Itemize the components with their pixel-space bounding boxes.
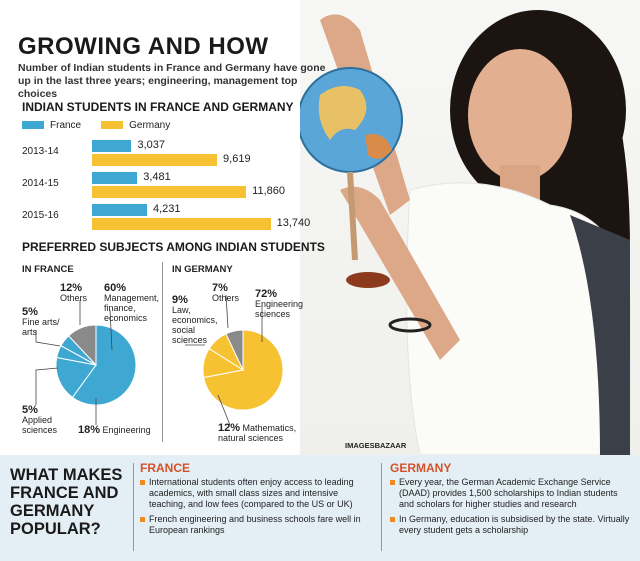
globe-land-shape [318,86,367,140]
pct-others-fr: 12% [60,282,83,294]
pct-management: 60% [104,282,127,294]
globe-land2-shape [365,134,392,159]
arm-lower-shape [340,186,460,360]
bar-value-label: 3,037 [137,139,165,151]
label-finearts: 5% Fine arts/ arts [22,306,67,338]
bar-value-label: 11,860 [252,185,285,197]
france-reasons: FRANCE International students often enjo… [140,461,372,540]
france-pie-heading: IN FRANCE [22,264,74,275]
label-engineering-de: 72% Engineering sciences [255,288,315,320]
finger-shape [347,171,358,261]
text-finearts: Fine arts/ arts [22,317,60,337]
legend-item-france: France [22,120,81,131]
text-maths: Mathematics, natural sciences [218,423,297,443]
bar-category-label: 2014-15 [22,178,59,189]
page-title: GROWING AND HOW [18,33,269,60]
pct-finearts: 5% [22,306,38,318]
face-shape [468,49,572,181]
student-globe-illustration [297,10,631,456]
france-reasons-heading: FRANCE [140,461,190,475]
bar-germany [92,154,218,166]
germany-reason-item: In Germany, education is subsidised by t… [390,514,630,536]
label-others-de: 7% Others [212,282,252,304]
subtitle: Number of Indian students in France and … [18,62,326,100]
france-reasons-list: International students often enjoy acces… [140,477,372,536]
pct-engineering-fr: 18% [78,424,101,436]
bar-section-title: INDIAN STUDENTS IN FRANCE AND GERMANY [22,100,294,114]
text-applied: Applied sciences [22,415,58,435]
bar-category-label: 2015-16 [22,210,59,221]
pie-slice-fine-arts-arts [60,335,97,366]
label-management: 60% Management, finance, economics [104,282,164,324]
backpack-shape [570,215,630,455]
photo-background [297,0,640,456]
germany-reasons: GERMANY Every year, the German Academic … [390,461,630,540]
bar-value-label: 13,740 [276,217,311,229]
text-law: Law, economics, social sciences [172,305,218,345]
bottom-separator-1 [133,463,134,551]
france-reason-item: International students often enjoy acces… [140,477,372,510]
text-engineering-de: Engineering sciences [255,299,304,319]
pie-slice-engineering [55,356,97,399]
legend-item-germany: Germany [101,120,170,131]
leader-maths [217,394,231,426]
bottom-question: WHAT MAKES FRANCE AND GERMANY POPULAR? [10,466,123,538]
germany-reasons-list: Every year, the German Academic Exchange… [390,477,630,536]
legend-swatch-france [22,121,44,130]
bar-germany [92,218,271,230]
bar-germany [92,186,247,198]
label-law: 9% Law, economics, social sciences [172,294,218,346]
pie-slice-others [67,324,97,367]
photo-credit: IMAGESBAZAAR [345,441,407,450]
bar-france [92,172,138,184]
text-others-fr: Others [60,293,88,303]
text-engineering-fr: Engineering [102,425,151,435]
france-pie-chart [55,324,137,406]
label-maths: 12% Mathematics, natural sciences [218,422,318,444]
germany-pie-heading: IN GERMANY [172,264,233,275]
pie-divider [162,262,163,442]
pct-applied: 5% [22,404,38,416]
bangle-shape [346,272,390,288]
pie-slice-mathematics-natural-sciences [202,347,245,379]
pie-section-title: PREFERRED SUBJECTS AMONG INDIAN STUDENTS [22,240,325,254]
pct-law: 9% [172,294,188,306]
bar-france [92,140,132,152]
label-others-fr: 12% Others [60,282,100,304]
bottom-separator-2 [381,463,382,551]
bar-france [92,204,147,216]
pie-slice-management-finance-economics [71,324,137,406]
legend-label-germany: Germany [129,120,171,131]
bar-category-label: 2013-14 [22,146,59,157]
bar-value-label: 9,619 [223,153,251,165]
text-management: Management, finance, economics [104,293,160,323]
bracelet-shape [388,317,432,333]
pct-engineering-de: 72% [255,288,278,300]
bar-legend: France Germany [22,120,170,131]
germany-reason-item: Every year, the German Academic Exchange… [390,477,630,510]
label-applied: 5% Applied sciences [22,404,67,436]
bar-value-label: 3,481 [143,171,171,183]
legend-label-france: France [50,120,82,131]
leader-applied [35,367,59,405]
label-engineering-fr: 18% Engineering [78,424,158,436]
france-reason-item: French engineering and business schools … [140,514,372,536]
germany-reasons-heading: GERMANY [390,461,452,475]
bottom-panel [0,455,640,561]
pie-slice-others [225,329,244,371]
pie-slice-applied-sciences [56,345,97,366]
pct-others-de: 7% [212,282,228,294]
pct-maths: 12% [218,422,241,434]
bar-value-label: 4,231 [153,203,181,215]
text-others-de: Others [212,293,240,303]
legend-swatch-germany [101,121,124,130]
